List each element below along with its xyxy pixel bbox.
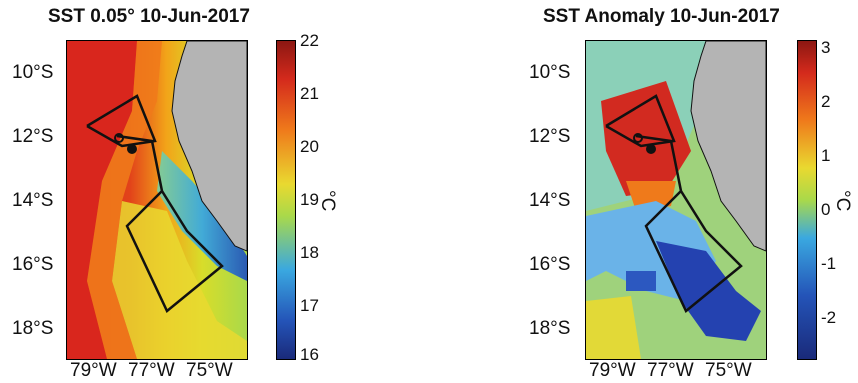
colorbar-tick: 0 (821, 200, 831, 219)
survey-track-south (635, 134, 743, 313)
colorbar-tick: -1 (821, 254, 837, 273)
sst-panel: SST 0.05° 10-Jun-2017 (12, 6, 338, 381)
sst-colorbar (276, 40, 296, 360)
colorbar-unit: °C (832, 190, 853, 212)
colorbar-tick: 3 (821, 38, 831, 57)
colorbar-tick: 20 (300, 137, 319, 156)
sst-title: SST 0.05° 10-Jun-2017 (48, 6, 250, 27)
station-marker (114, 133, 124, 143)
anomaly-orange-region (626, 181, 676, 211)
sst-yellow-region (112, 201, 247, 359)
colorbar-tick: 18 (300, 243, 319, 262)
survey-track-south (116, 134, 224, 313)
colorbar-tick: -2 (821, 308, 837, 327)
lat-label: 16°S (529, 254, 571, 275)
colorbar-tick: 16 (300, 345, 319, 364)
anomaly-map (585, 40, 767, 360)
land-mass (690, 41, 766, 252)
station-marker (633, 133, 643, 143)
station-marker (646, 144, 656, 154)
lat-label: 14°S (529, 190, 571, 211)
anomaly-colorbar (797, 40, 817, 360)
colorbar-tick: 1 (821, 146, 831, 165)
survey-track (605, 94, 676, 148)
colorbar-tick: 19 (300, 190, 319, 209)
lat-label: 14°S (12, 190, 54, 211)
colorbar-tick: 21 (300, 84, 319, 103)
anomaly-panel: SST Anomaly 10-Jun-2017 10°S 12°S 14°S 1… (429, 0, 858, 383)
colorbar-tick: 22 (300, 31, 319, 50)
lon-label: 75°W (705, 360, 752, 381)
anomaly-yellow-region (586, 296, 641, 359)
lat-label: 12°S (12, 126, 54, 147)
lon-label: 79°W (589, 360, 636, 381)
lat-label: 16°S (12, 254, 54, 275)
sst-warm-region (67, 41, 137, 359)
survey-track (86, 94, 157, 148)
lon-label: 77°W (647, 360, 694, 381)
lon-label: 77°W (128, 360, 175, 381)
colorbar-tick: 17 (300, 296, 319, 315)
station-marker (127, 144, 137, 154)
lat-label: 10°S (12, 62, 54, 83)
colorbar-unit: °C (317, 190, 338, 212)
sst-map (66, 40, 248, 360)
sst-orange-region (87, 41, 162, 359)
land-mass (171, 41, 247, 252)
lat-label: 18°S (529, 318, 571, 339)
colorbar-tick: 2 (821, 92, 831, 111)
lat-label: 12°S (529, 126, 571, 147)
lon-label: 75°W (186, 360, 233, 381)
sst-cold-region (157, 151, 247, 281)
anomaly-cold-region (626, 271, 656, 291)
anomaly-title: SST Anomaly 10-Jun-2017 (543, 6, 780, 27)
lat-label: 10°S (529, 62, 571, 83)
lon-label: 79°W (70, 360, 117, 381)
lat-label: 18°S (12, 318, 54, 339)
